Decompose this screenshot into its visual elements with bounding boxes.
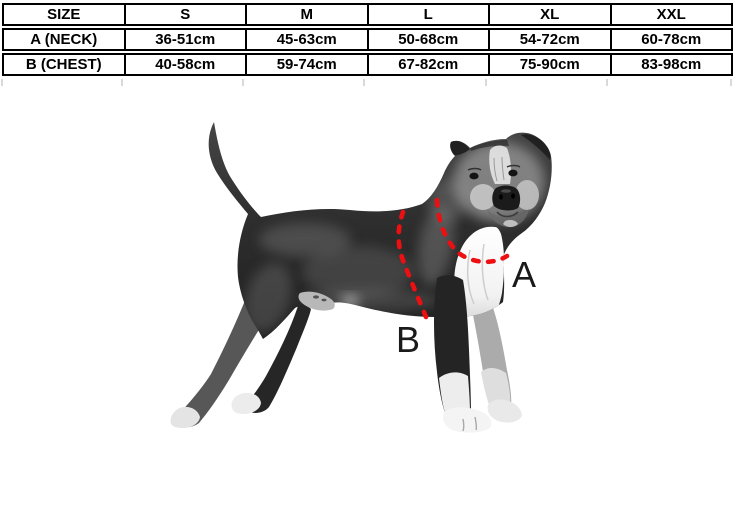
size-chart-row-chest: B (CHEST) 40-58cm 59-74cm 67-82cm 75-90c… — [2, 53, 733, 76]
size-chart-header-row: SIZE S M L XL XXL — [2, 3, 733, 26]
chest-value-m: 59-74cm — [245, 55, 367, 74]
dog-right-ear — [521, 134, 551, 160]
chest-value-xl: 75-90cm — [488, 55, 610, 74]
dog-nose — [492, 185, 521, 211]
chest-value-l: 67-82cm — [366, 55, 489, 74]
dog-shading — [244, 134, 551, 333]
neck-measurement-label: A — [512, 254, 536, 295]
neck-measurement-dash — [434, 197, 510, 265]
dog-near-hind-leg — [244, 304, 311, 413]
neck-value-xxl: 60-78cm — [609, 30, 732, 49]
header-cell-m: M — [245, 5, 367, 24]
table-edge-artifact — [485, 79, 487, 86]
neck-value-s: 36-51cm — [123, 30, 246, 49]
neck-value-xl: 54-72cm — [488, 30, 610, 49]
chest-measurement-dash — [396, 209, 429, 320]
neck-value-l: 50-68cm — [366, 30, 489, 49]
header-cell-xl: XL — [488, 5, 610, 24]
dog-left-ear — [449, 139, 470, 156]
chest-value-s: 40-58cm — [123, 55, 246, 74]
chest-measurement-label: B — [396, 319, 420, 360]
table-edge-artifact — [606, 79, 608, 86]
dog-blaze — [489, 145, 511, 184]
table-edge-artifact — [363, 79, 365, 86]
dog-crown-shade — [470, 140, 509, 151]
header-cell-size: SIZE — [47, 6, 81, 23]
dog-far-front-paw — [487, 399, 522, 423]
header-cell-s: S — [123, 5, 246, 24]
dog-chin — [503, 220, 518, 227]
row-label-neck: A (NECK) — [30, 31, 98, 48]
dog-far-hind-leg — [172, 298, 264, 428]
table-edge-artifact — [1, 79, 3, 86]
neck-value-m: 45-63cm — [245, 30, 367, 49]
header-cell-l: L — [366, 5, 489, 24]
dog-sheath — [298, 291, 335, 311]
table-edge-artifact — [242, 79, 244, 86]
dog-right-eye — [508, 169, 518, 177]
dog-flews-shadow — [487, 209, 529, 228]
dog-far-hind-paw — [170, 406, 200, 428]
table-edge-artifact — [121, 79, 123, 86]
size-chart-table: SIZE S M L XL XXL A (NECK) 36-51cm 45-63… — [2, 3, 733, 78]
row-label-chest: B (CHEST) — [25, 56, 102, 73]
dog-chest-patch — [454, 226, 505, 326]
size-chart-row-neck: A (NECK) 36-51cm 45-63cm 50-68cm 54-72cm… — [2, 28, 733, 51]
dog-left-eye — [469, 172, 479, 180]
dog-near-front-paw — [443, 407, 492, 433]
header-cell-xxl: XXL — [609, 5, 732, 24]
chest-value-xxl: 83-98cm — [609, 55, 732, 74]
dog-figure — [170, 122, 552, 433]
dog-near-hind-paw — [231, 392, 261, 414]
table-edge-artifact — [730, 79, 732, 86]
